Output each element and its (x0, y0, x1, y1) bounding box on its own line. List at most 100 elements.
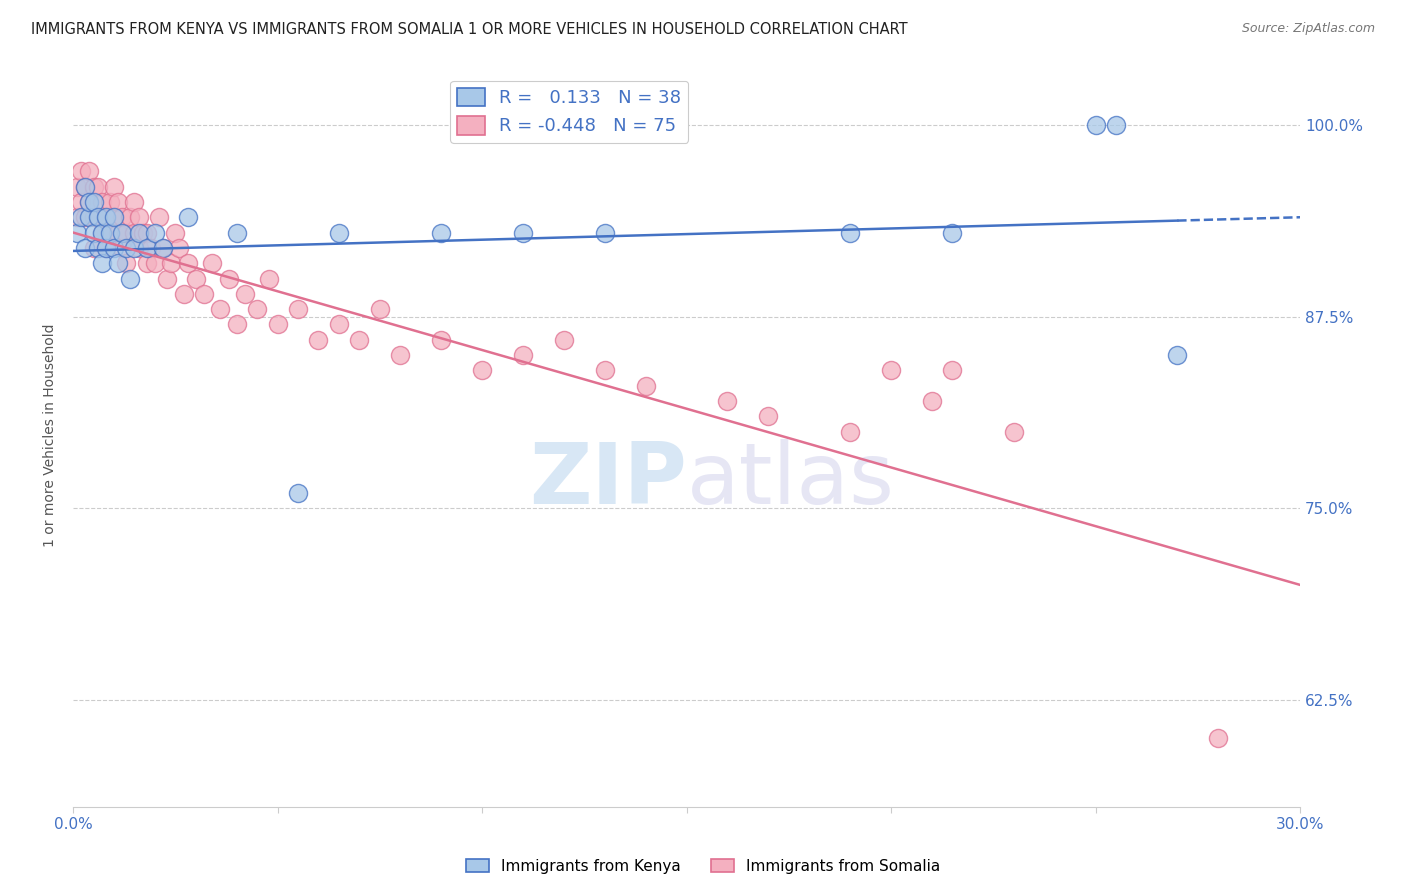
Point (94, 241, 117, 255)
Point (176, 256, 198, 270)
Point (921, 394, 943, 409)
Point (165, 226, 187, 240)
Point (75, 179, 97, 194)
Point (135, 226, 157, 240)
Point (79, 164, 101, 178)
Point (86, 179, 108, 194)
Point (156, 271, 179, 285)
Point (389, 348, 412, 362)
Point (120, 271, 142, 285)
Point (328, 318, 350, 332)
Legend: R =   0.133   N = 38, R = -0.448   N = 75: R = 0.133 N = 38, R = -0.448 N = 75 (450, 80, 688, 143)
Point (152, 241, 174, 255)
Point (184, 271, 207, 285)
Point (111, 211, 134, 225)
Point (128, 226, 150, 240)
Text: Source: ZipAtlas.com: Source: ZipAtlas.com (1241, 22, 1375, 36)
Point (66, 211, 89, 225)
Point (79, 194, 101, 209)
Point (75, 211, 97, 225)
Point (115, 256, 138, 270)
Point (94, 241, 117, 255)
Point (839, 425, 862, 439)
Point (173, 286, 195, 301)
Point (634, 378, 657, 392)
Point (124, 194, 146, 209)
Point (225, 226, 247, 240)
Point (143, 226, 166, 240)
Point (209, 302, 232, 317)
Point (128, 211, 150, 225)
Point (94, 211, 117, 225)
Point (246, 302, 269, 317)
Y-axis label: 1 or more Vehicles in Household: 1 or more Vehicles in Household (44, 324, 58, 548)
Point (94, 211, 117, 225)
Point (135, 241, 157, 255)
Point (103, 211, 125, 225)
Point (90, 226, 112, 240)
Point (169, 241, 191, 255)
Point (98, 226, 121, 240)
Point (131, 226, 153, 240)
Point (90, 194, 112, 209)
Point (128, 241, 150, 255)
Point (90, 256, 112, 270)
Point (66, 179, 89, 194)
Point (716, 394, 738, 409)
Point (512, 226, 534, 240)
Point (368, 302, 391, 317)
Point (124, 226, 146, 240)
Point (115, 226, 138, 240)
Point (430, 226, 453, 240)
Point (430, 333, 453, 347)
Point (941, 226, 963, 240)
Point (135, 256, 157, 270)
Text: ZIP: ZIP (529, 439, 686, 522)
Point (349, 333, 371, 347)
Point (86, 241, 108, 255)
Point (225, 318, 247, 332)
Point (107, 256, 129, 270)
Point (124, 241, 146, 255)
Point (160, 256, 183, 270)
Point (107, 194, 129, 209)
Point (193, 286, 215, 301)
Point (1206, 731, 1229, 745)
Legend: Immigrants from Kenya, Immigrants from Somalia: Immigrants from Kenya, Immigrants from S… (460, 853, 946, 880)
Point (83, 194, 105, 209)
Point (218, 271, 240, 285)
Point (1105, 119, 1128, 133)
Point (593, 363, 616, 377)
Point (103, 211, 125, 225)
Point (148, 211, 170, 225)
Text: atlas: atlas (686, 439, 894, 522)
Point (103, 179, 125, 194)
Point (880, 363, 903, 377)
Point (593, 226, 616, 240)
Point (266, 318, 288, 332)
Point (86, 211, 108, 225)
Point (143, 256, 166, 270)
Point (79, 211, 101, 225)
Point (512, 348, 534, 362)
Point (839, 226, 862, 240)
Point (287, 302, 309, 317)
Point (98, 226, 121, 240)
Point (308, 333, 330, 347)
Point (941, 363, 963, 377)
Point (1002, 425, 1025, 439)
Point (70, 211, 93, 225)
Point (328, 226, 350, 240)
Point (120, 211, 142, 225)
Point (83, 241, 105, 255)
Point (98, 194, 121, 209)
Point (103, 241, 125, 255)
Point (201, 256, 224, 270)
Point (471, 363, 494, 377)
Point (111, 241, 134, 255)
Point (233, 286, 256, 301)
Point (66, 226, 89, 240)
Point (1084, 119, 1107, 133)
Point (176, 211, 198, 225)
Point (107, 226, 129, 240)
